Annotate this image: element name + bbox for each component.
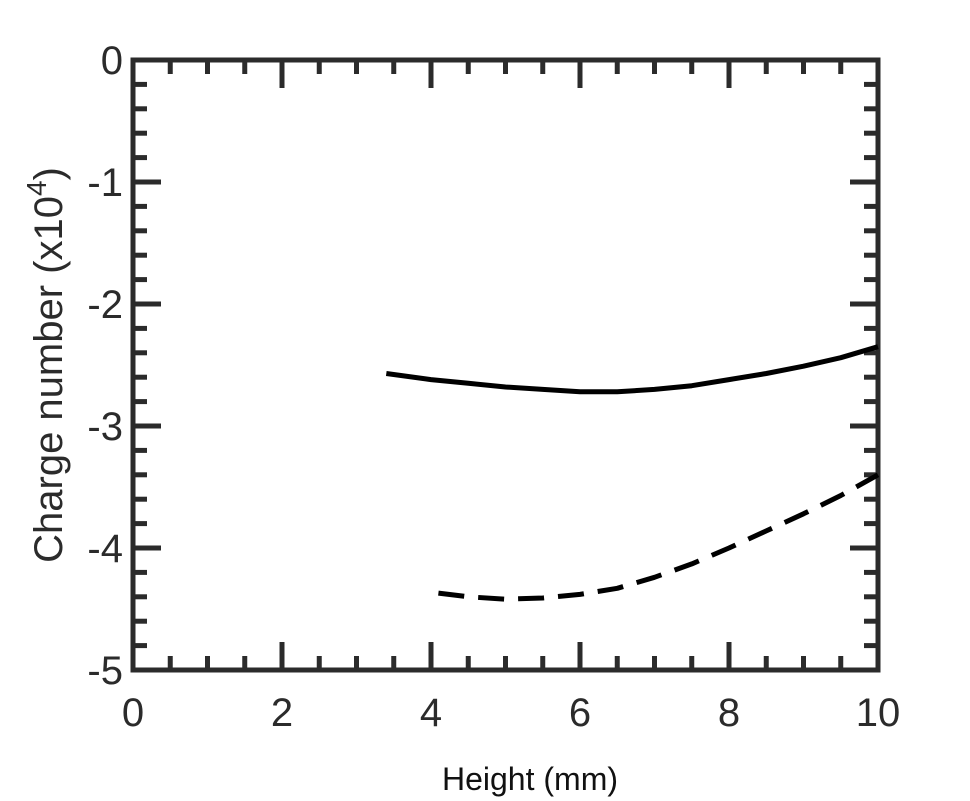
- tick-marks: [130, 57, 881, 673]
- x-tick-label: 8: [718, 691, 740, 735]
- y-axis-label: Charge number (x104): [21, 167, 71, 563]
- y-axis-label-exponent: 4: [21, 180, 52, 196]
- x-tick-labels: 0 2 4 6 8 10: [122, 691, 900, 735]
- x-tick-label: 4: [420, 691, 442, 735]
- y-tick-label: -4: [87, 527, 123, 571]
- series-layer: [385, 344, 880, 602]
- series-line-solid: [385, 344, 879, 395]
- y-tick-label: -3: [87, 405, 123, 449]
- y-axis-label-main: Charge number (x10: [27, 196, 71, 563]
- y-tick-label: -5: [87, 649, 123, 693]
- x-axis-label: Height (mm): [442, 761, 618, 797]
- x-tick-label: 10: [856, 691, 901, 735]
- y-axis-label-close: ): [27, 167, 71, 180]
- series-line-dashed: [438, 472, 880, 602]
- y-tick-labels: 0 -1 -2 -3 -4 -5: [87, 39, 123, 693]
- x-tick-label: 0: [122, 691, 144, 735]
- plot-frame: [130, 57, 881, 673]
- x-tick-label: 6: [569, 691, 591, 735]
- y-tick-label: -1: [87, 161, 123, 205]
- x-tick-label: 2: [271, 691, 293, 735]
- y-tick-label: 0: [101, 39, 123, 83]
- y-tick-label: -2: [87, 283, 123, 327]
